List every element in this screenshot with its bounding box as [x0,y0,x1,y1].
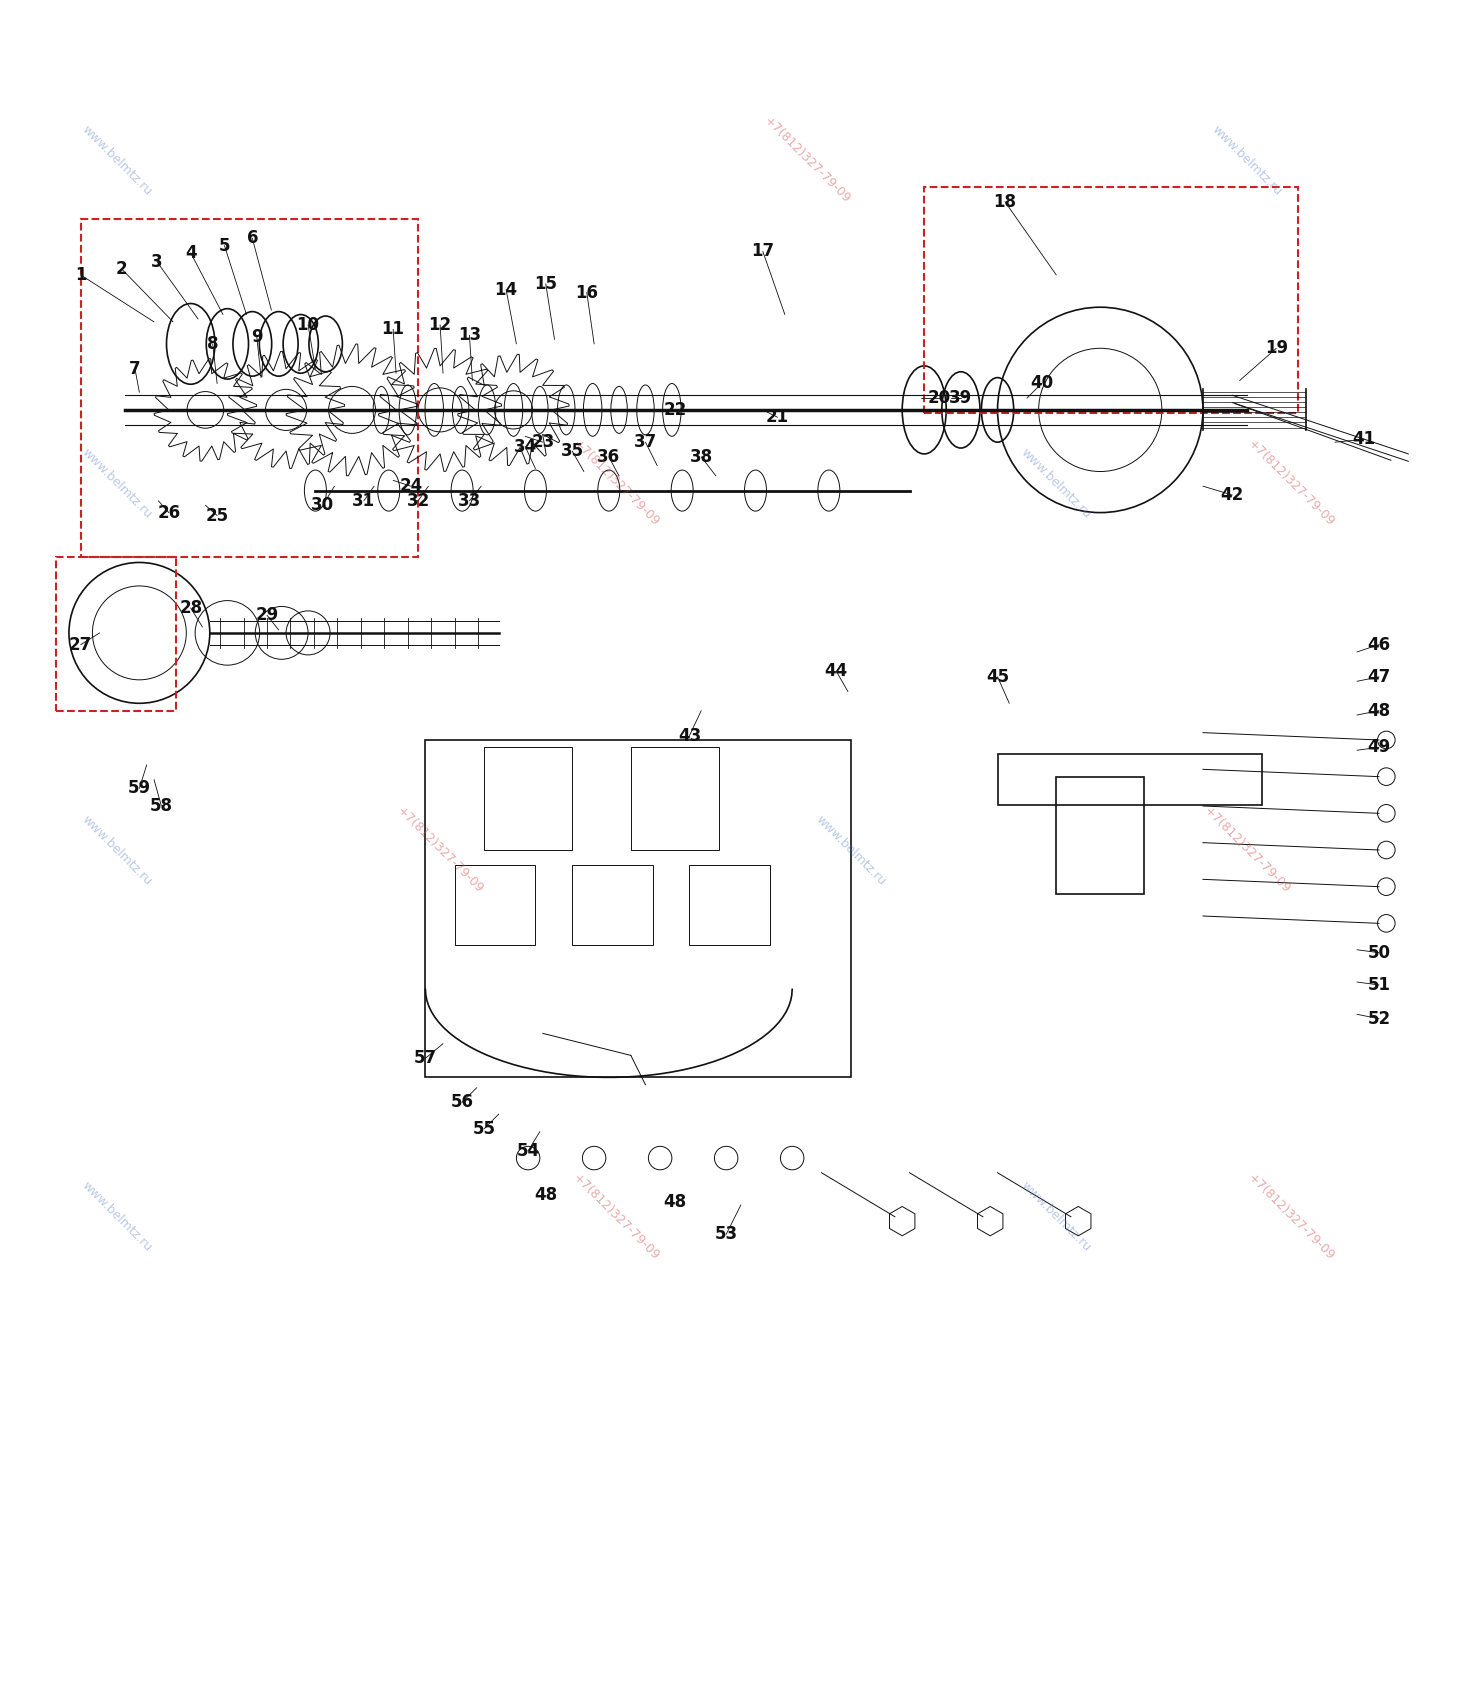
Text: +7(812)327-79-09: +7(812)327-79-09 [395,804,486,896]
Text: 50: 50 [1367,944,1391,962]
Text: 22: 22 [663,401,687,418]
Text: www.belmtz.ru: www.belmtz.ru [79,445,156,520]
Text: +7(812)327-79-09: +7(812)327-79-09 [571,437,662,529]
Text: 48: 48 [534,1185,557,1204]
Text: www.belmtz.ru: www.belmtz.ru [1018,1180,1094,1255]
Text: 4: 4 [185,243,197,262]
Bar [689,865,770,945]
Text: 14: 14 [494,280,518,299]
Text: 39: 39 [949,389,973,408]
Text: 49: 49 [1367,738,1391,756]
Text: 8: 8 [207,335,219,354]
Text: 29: 29 [255,607,279,624]
Text: 21: 21 [766,408,789,427]
Text: 48: 48 [663,1193,687,1210]
Text: www.belmtz.ru: www.belmtz.ru [79,122,156,199]
Text: 35: 35 [560,442,584,461]
Text: 37: 37 [634,434,657,450]
Text: 13: 13 [458,326,481,343]
Text: 48: 48 [1367,702,1391,719]
Text: +7(812)327-79-09: +7(812)327-79-09 [1245,437,1336,529]
Bar [1056,777,1144,894]
Text: 40: 40 [1030,374,1053,393]
Text: 1: 1 [75,265,87,284]
Text: 5: 5 [219,236,230,255]
Text: www.belmtz.ru: www.belmtz.ru [1018,445,1094,520]
Text: 55: 55 [472,1120,496,1137]
Text: www.belmtz.ru: www.belmtz.ru [79,1180,156,1255]
Text: 58: 58 [150,797,173,814]
Text: +7(812)327-79-09: +7(812)327-79-09 [1245,1171,1336,1263]
Bar [998,753,1262,806]
Text: 41: 41 [1353,430,1376,449]
Text: 7: 7 [129,360,141,377]
Bar [455,865,535,945]
Text: 44: 44 [824,661,848,680]
Text: 24: 24 [399,478,422,495]
Text: 32: 32 [406,491,430,510]
Text: 51: 51 [1367,976,1391,994]
Text: 20: 20 [927,389,951,408]
Bar [572,865,653,945]
Text: www.belmtz.ru: www.belmtz.ru [79,813,156,887]
Text: 18: 18 [993,192,1017,211]
Bar [631,748,719,850]
Text: 52: 52 [1367,1010,1391,1028]
Text: +7(812)327-79-09: +7(812)327-79-09 [571,1171,662,1263]
Text: www.belmtz.ru: www.belmtz.ru [1209,122,1285,199]
Text: 27: 27 [69,636,92,653]
Text: 2: 2 [116,260,128,279]
Text: 26: 26 [157,503,180,522]
Text: 56: 56 [450,1093,474,1112]
Text: 3: 3 [151,253,163,270]
Text: 54: 54 [516,1142,540,1159]
Text: 33: 33 [458,491,481,510]
Text: 6: 6 [246,230,258,246]
Bar [425,740,851,1078]
Bar [81,219,418,556]
Text: 16: 16 [575,284,599,301]
Text: 28: 28 [179,598,202,617]
Text: 12: 12 [428,316,452,333]
Bar [924,187,1298,413]
Text: 19: 19 [1265,340,1288,357]
Text: 31: 31 [352,491,376,510]
Text: 38: 38 [689,447,713,466]
Text: www.belmtz.ru: www.belmtz.ru [813,813,889,887]
Text: 17: 17 [751,243,775,260]
Text: 11: 11 [381,320,405,338]
Text: 57: 57 [414,1049,437,1068]
Text: 42: 42 [1221,486,1244,503]
Text: 9: 9 [251,328,263,345]
Text: 47: 47 [1367,668,1391,685]
Bar [484,748,572,850]
Text: 45: 45 [986,668,1009,685]
Bar [56,556,176,711]
Text: 23: 23 [531,434,555,450]
Text: 34: 34 [513,437,537,456]
Text: +7(812)327-79-09: +7(812)327-79-09 [1201,804,1292,896]
Text: 59: 59 [128,779,151,797]
Text: +7(812)327-79-09: +7(812)327-79-09 [761,114,852,206]
Text: 25: 25 [205,507,229,525]
Text: 15: 15 [534,275,557,292]
Text: 30: 30 [311,496,334,515]
Text: 53: 53 [714,1226,738,1243]
Text: 36: 36 [597,447,621,466]
Text: 10: 10 [296,316,320,333]
Text: 46: 46 [1367,636,1391,653]
Text: 43: 43 [678,726,701,745]
